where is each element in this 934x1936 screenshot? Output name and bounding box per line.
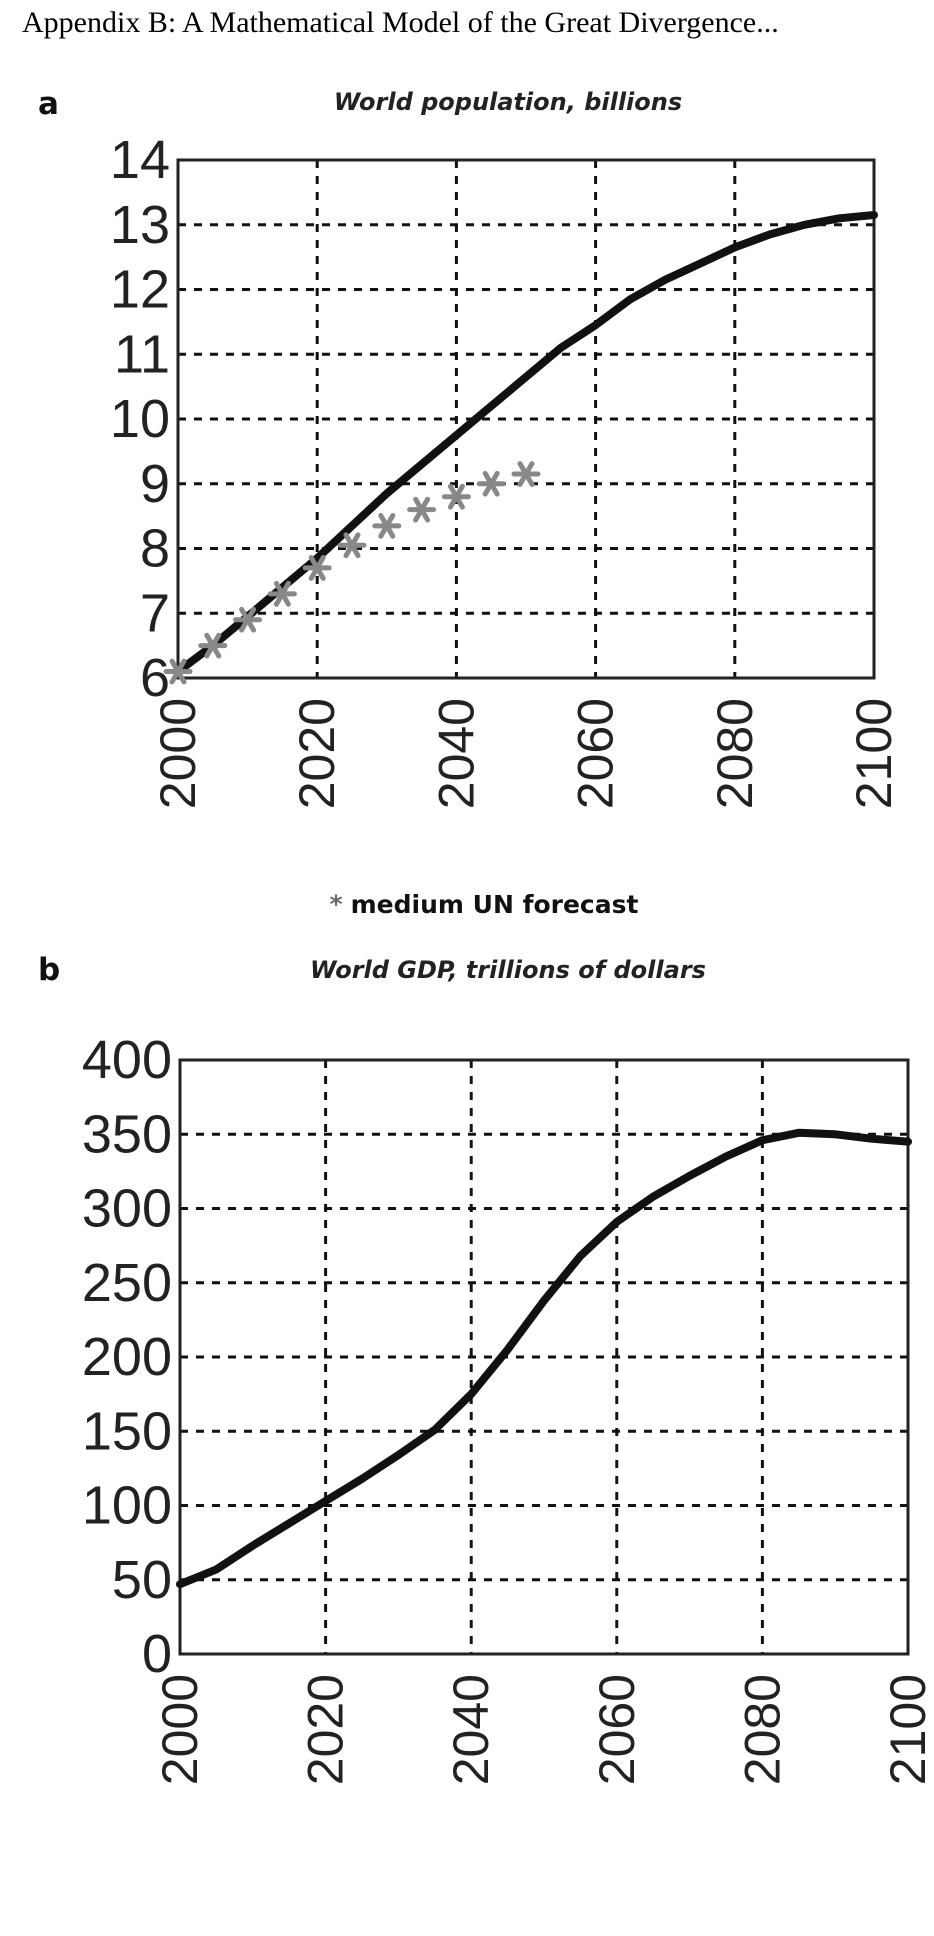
forecast-asterisk: * [329, 890, 343, 919]
population-y-tick-label: 11 [114, 324, 170, 384]
gdp-grid [180, 1060, 908, 1654]
population-x-tick-label: 2000 [150, 698, 206, 809]
gdp-y-tick-label: 150 [82, 1401, 172, 1461]
population-y-tick-label: 13 [110, 195, 170, 255]
gdp-x-tick-label: 2020 [298, 1674, 354, 1785]
gdp-y-tick-label: 400 [82, 1030, 172, 1090]
population-x-tick-label: 2060 [568, 698, 624, 809]
gdp-y-tick-label: 200 [82, 1327, 172, 1387]
population-forecast-marker [267, 580, 297, 607]
chart-b-title: World GDP, trillions of dollars [310, 956, 706, 984]
population-x-tick-label: 2080 [707, 698, 763, 809]
forecast-note: * medium UN forecast [330, 890, 639, 919]
gdp-x-tick-label: 2000 [152, 1674, 208, 1785]
gdp-plot-frame [178, 1058, 910, 1656]
population-forecast-marker [163, 658, 193, 685]
population-x-tick-label: 2040 [428, 698, 484, 809]
population-y-tick-label: 8 [140, 519, 170, 579]
population-forecast-marker [372, 512, 402, 539]
population-series [163, 211, 878, 685]
population-forecast-marker [407, 496, 437, 523]
population-y-tick-label: 6 [140, 648, 170, 708]
population-y-tick-label: 7 [140, 583, 170, 643]
population-y-tick-label: 12 [110, 260, 170, 320]
population-y-tick-label: 14 [110, 130, 170, 190]
gdp-y-tick-label: 250 [82, 1253, 172, 1313]
gdp-y-tick-label: 300 [82, 1179, 172, 1239]
population-x-ticks: 2000 2020 2040 2060 2080 2100 [150, 698, 902, 809]
gdp-x-tick-label: 2080 [734, 1674, 790, 1785]
gdp-y-tick-label: 50 [112, 1550, 172, 1610]
population-series-line-0 [174, 211, 878, 676]
gdp-x-tick-label: 2040 [443, 1674, 499, 1785]
population-forecast-marker [441, 483, 471, 510]
gdp-x-tick-label: 2060 [589, 1674, 645, 1785]
gdp-series-line-0 [176, 1128, 912, 1589]
population-x-tick-label: 2100 [846, 698, 902, 809]
population-x-tick-label: 2020 [289, 698, 345, 809]
population-forecast-marker [302, 555, 332, 581]
gdp-x-ticks: 2000 2020 2040 2060 2080 2100 [152, 1674, 934, 1785]
population-forecast-marker [476, 470, 506, 497]
population-y-tick-label: 10 [110, 389, 170, 449]
population-y-tick-label: 9 [140, 454, 170, 514]
gdp-y-tick-label: 0 [142, 1624, 172, 1684]
chart-a-title: World population, billions [333, 88, 683, 116]
population-forecast-marker [337, 532, 367, 559]
gdp-y-tick-label: 350 [82, 1104, 172, 1164]
gdp-chart: 0 50 100 150 200 250 300 350 400 2000 2020 2040 206… [82, 1030, 934, 1785]
population-forecast-marker [233, 606, 263, 633]
gdp-x-tick-label: 2100 [880, 1674, 934, 1785]
population-forecast-marker [511, 461, 541, 487]
forecast-note-text: medium UN forecast [350, 890, 639, 919]
gdp-y-ticks: 0 50 100 150 200 250 300 350 400 [82, 1030, 172, 1684]
panel-letter-b: b [38, 952, 61, 988]
gdp-y-tick-label: 100 [82, 1476, 172, 1536]
gdp-series [176, 1128, 912, 1589]
page-header: Appendix B: A Mathematical Model of the … [22, 6, 779, 39]
population-plot-frame [176, 158, 876, 680]
population-forecast-marker [198, 632, 228, 659]
panel-letter-a: a [38, 86, 59, 122]
